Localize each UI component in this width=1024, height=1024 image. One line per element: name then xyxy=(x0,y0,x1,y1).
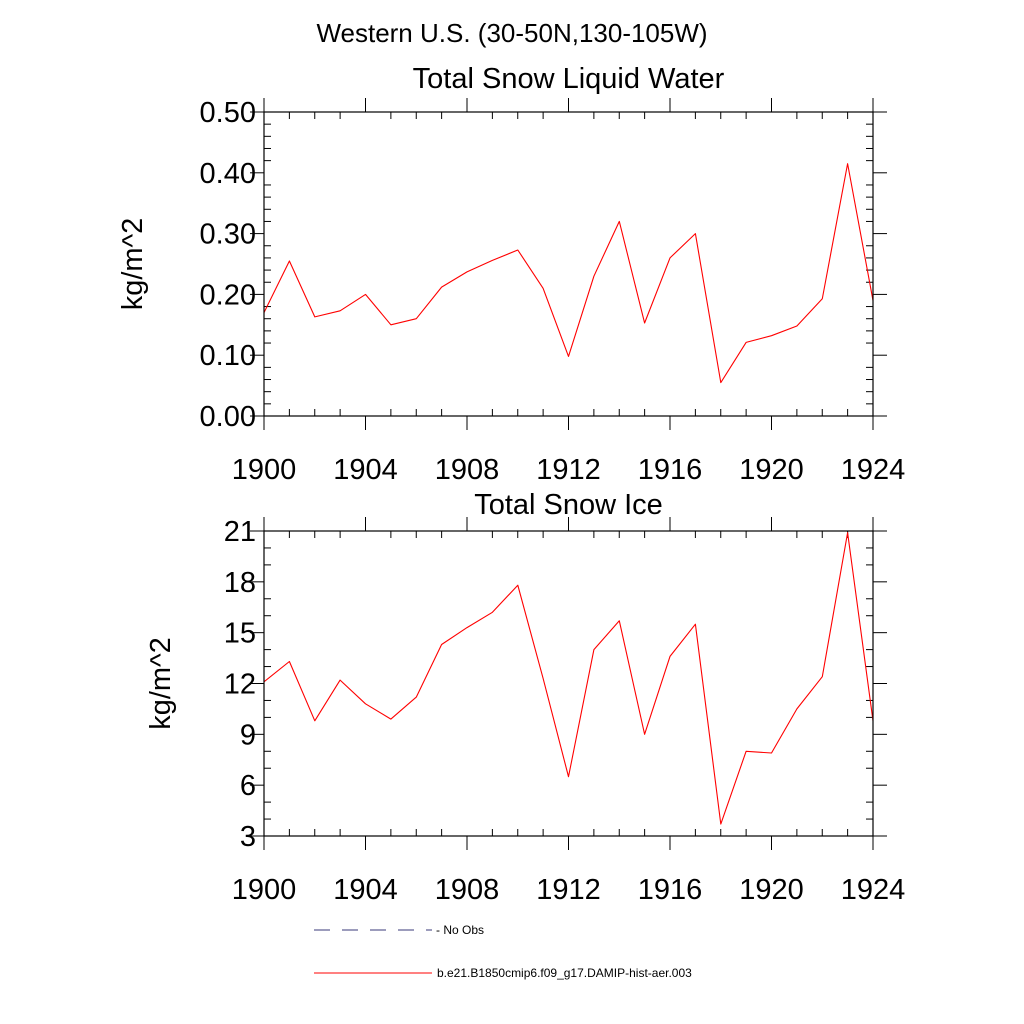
legend: - No Obs b.e21.B1850cmip6.f09_g17.DAMIP-h… xyxy=(314,923,692,980)
y-tick-label: 0.30 xyxy=(200,219,256,251)
plot-frame xyxy=(263,530,874,837)
y-tick-label: 0.10 xyxy=(200,340,256,372)
x-tick-label: 1920 xyxy=(739,874,804,906)
figure-title: Western U.S. (30-50N,130-105W) xyxy=(316,18,707,48)
series-line xyxy=(263,163,874,384)
panel-title: Total Snow Liquid Water xyxy=(413,63,725,95)
y-tick-label: 12 xyxy=(224,669,256,701)
chart-panel-snow-liquid-water: Total Snow Liquid Water kg/m^2 1900 1904 190… xyxy=(117,63,905,486)
x-tick-label: 1916 xyxy=(638,874,703,906)
x-tick-label: 1900 xyxy=(232,454,297,486)
x-tick-label: 1912 xyxy=(536,454,601,486)
y-tick-label: 6 xyxy=(240,770,256,802)
y-tick-label: 0.50 xyxy=(200,97,256,129)
legend-label: - No Obs xyxy=(436,923,484,937)
y-tick-label: 9 xyxy=(240,719,256,751)
panel-title: Total Snow Ice xyxy=(474,489,663,521)
legend-label: b.e21.B1850cmip6.f09_g17.DAMIP-hist-aer.… xyxy=(437,966,692,980)
y-tick-label: 0.00 xyxy=(200,401,256,433)
x-tick-label: 1908 xyxy=(435,454,500,486)
series-line xyxy=(263,532,874,825)
y-axis-label: kg/m^2 xyxy=(145,637,177,730)
y-tick-label: 0.20 xyxy=(200,279,256,311)
x-tick-label: 1924 xyxy=(841,454,906,486)
x-tick-label: 1904 xyxy=(333,874,398,906)
y-tick-label: 18 xyxy=(224,567,256,599)
x-tick-label: 1916 xyxy=(638,454,703,486)
y-tick-label: 0.40 xyxy=(200,158,256,190)
x-tick-label: 1920 xyxy=(739,454,804,486)
y-tick-label: 3 xyxy=(240,821,256,853)
x-tick-label: 1912 xyxy=(536,874,601,906)
x-tick-label: 1900 xyxy=(232,874,297,906)
y-tick-label: 15 xyxy=(224,618,256,650)
x-tick-label: 1904 xyxy=(333,454,398,486)
y-axis-label: kg/m^2 xyxy=(117,218,149,311)
x-tick-label: 1908 xyxy=(435,874,500,906)
plot-frame xyxy=(263,111,874,417)
chart-panel-snow-ice: Total Snow Ice kg/m^2 1900 1904 1908 1912 1916… xyxy=(145,489,905,906)
y-tick-label: 21 xyxy=(224,516,256,548)
x-tick-label: 1924 xyxy=(841,874,906,906)
